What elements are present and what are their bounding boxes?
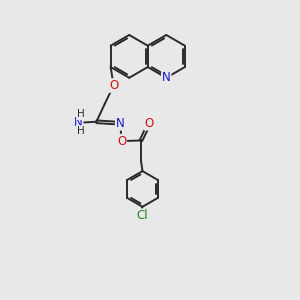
Text: O: O <box>145 117 154 130</box>
Text: O: O <box>117 135 126 148</box>
Text: Cl: Cl <box>137 209 148 222</box>
Text: N: N <box>162 71 171 84</box>
Text: H: H <box>77 109 85 119</box>
Text: O: O <box>109 79 118 92</box>
Text: N: N <box>74 116 82 129</box>
Text: H: H <box>77 126 85 136</box>
Text: N: N <box>116 117 124 130</box>
